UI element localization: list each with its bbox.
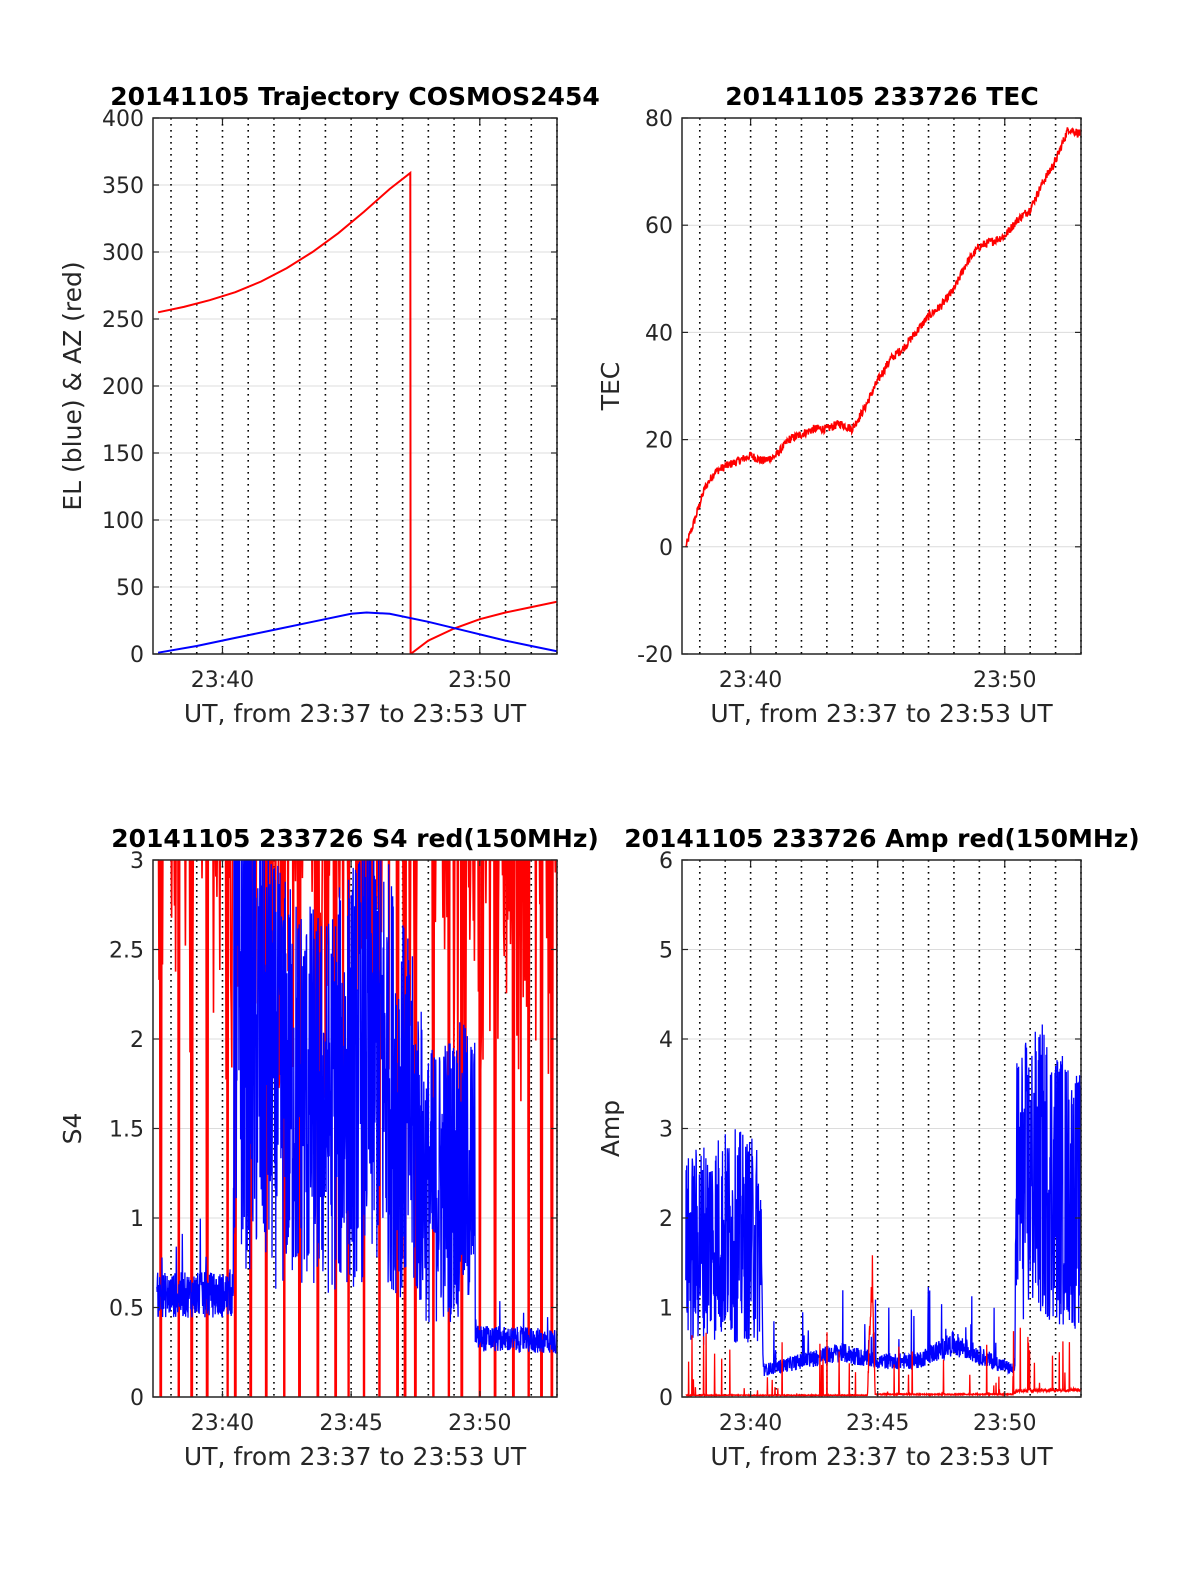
y-tick-label: 5 (659, 939, 673, 964)
x-axis-label: UT, from 23:37 to 23:53 UT (184, 1442, 527, 1471)
series-blue-line (157, 611, 557, 654)
y-tick-label: 0.5 (109, 1297, 144, 1322)
y-tick-label: 3 (130, 849, 144, 874)
y-tick-label: 40 (645, 321, 673, 346)
series-group (685, 1024, 1081, 1397)
y-tick-label: 6 (659, 849, 673, 874)
chart-title: 20141105 Trajectory COSMOS2454 (110, 82, 600, 111)
x-axis-label: UT, from 23:37 to 23:53 UT (710, 699, 1053, 728)
x-tick-label: 23:45 (846, 1411, 909, 1436)
y-tick-label: 1 (130, 1207, 144, 1232)
series-red-line (685, 126, 1081, 548)
y-tick-label: 2 (659, 1207, 673, 1232)
series-group (685, 126, 1081, 548)
y-tick-label: 60 (645, 214, 673, 239)
chart-title: 20141105 233726 Amp red(150MHz) (624, 824, 1140, 853)
x-tick-label: 23:40 (191, 1411, 254, 1436)
y-tick-label: 350 (102, 174, 144, 199)
chart-trajectory: 0 50 100 150 200 250 300 350 400 23:40 23:50 201411… (58, 82, 600, 728)
series-red-line (685, 1255, 1081, 1397)
y-tick-label: 100 (102, 509, 144, 534)
plot-area (681, 117, 1082, 655)
y-tick-label: 0 (659, 1386, 673, 1411)
chart-title: 20141105 233726 TEC (725, 82, 1038, 111)
x-tick-label: 23:40 (719, 1411, 782, 1436)
y-tick-label: 250 (102, 308, 144, 333)
y-tick-label: 3 (659, 1118, 673, 1143)
chart-title: 20141105 233726 S4 red(150MHz) (111, 824, 599, 853)
y-axis-label: TEC (596, 362, 625, 412)
x-tick-label: 23:50 (973, 1411, 1036, 1436)
y-axis-label: Amp (596, 1100, 625, 1157)
y-tick-label: 4 (659, 1028, 673, 1053)
x-tick-label: 23:40 (719, 668, 782, 693)
y-axis-label: EL (blue) & AZ (red) (58, 261, 87, 510)
series-blue-line (156, 860, 557, 1354)
x-tick-label: 23:50 (973, 668, 1036, 693)
y-axis-label: S4 (58, 1113, 87, 1145)
x-tick-label: 23:40 (191, 668, 254, 693)
y-tick-label: 300 (102, 241, 144, 266)
y-tick-label: 150 (102, 442, 144, 467)
y-tick-label: 1.5 (109, 1118, 144, 1143)
y-tick-label: 2.5 (109, 939, 144, 964)
x-tick-label: 23:45 (319, 1411, 382, 1436)
y-tick-label: 0 (659, 536, 673, 561)
chart-amp: 0 1 2 3 4 5 6 23:40 23:45 23:50 20141105 233726 Am… (596, 824, 1140, 1471)
y-tick-label: 0 (130, 643, 144, 668)
chart-s4: 0 0.5 1 1.5 2 2.5 3 23:40 23:45 23:50 20141105 233… (58, 824, 599, 1471)
y-tick-label: 2 (130, 1028, 144, 1053)
series-blue-line (685, 1024, 1081, 1377)
chart-tec: -20 0 20 40 60 80 23:40 23:50 20141105 233726 TE… (596, 82, 1082, 728)
y-tick-label: 200 (102, 375, 144, 400)
y-tick-label: -20 (637, 643, 673, 668)
series-red-line (157, 170, 557, 654)
y-tick-label: 1 (659, 1297, 673, 1322)
y-tick-label: 50 (116, 576, 144, 601)
y-tick-label: 0 (130, 1386, 144, 1411)
y-tick-label: 80 (645, 107, 673, 132)
axes-border (681, 117, 1082, 655)
x-axis-label: UT, from 23:37 to 23:53 UT (710, 1442, 1053, 1471)
series-group (157, 170, 557, 654)
x-tick-label: 23:50 (448, 1411, 511, 1436)
x-axis-label: UT, from 23:37 to 23:53 UT (184, 699, 527, 728)
y-tick-label: 400 (102, 107, 144, 132)
y-tick-label: 20 (645, 429, 673, 454)
x-tick-label: 23:50 (448, 668, 511, 693)
